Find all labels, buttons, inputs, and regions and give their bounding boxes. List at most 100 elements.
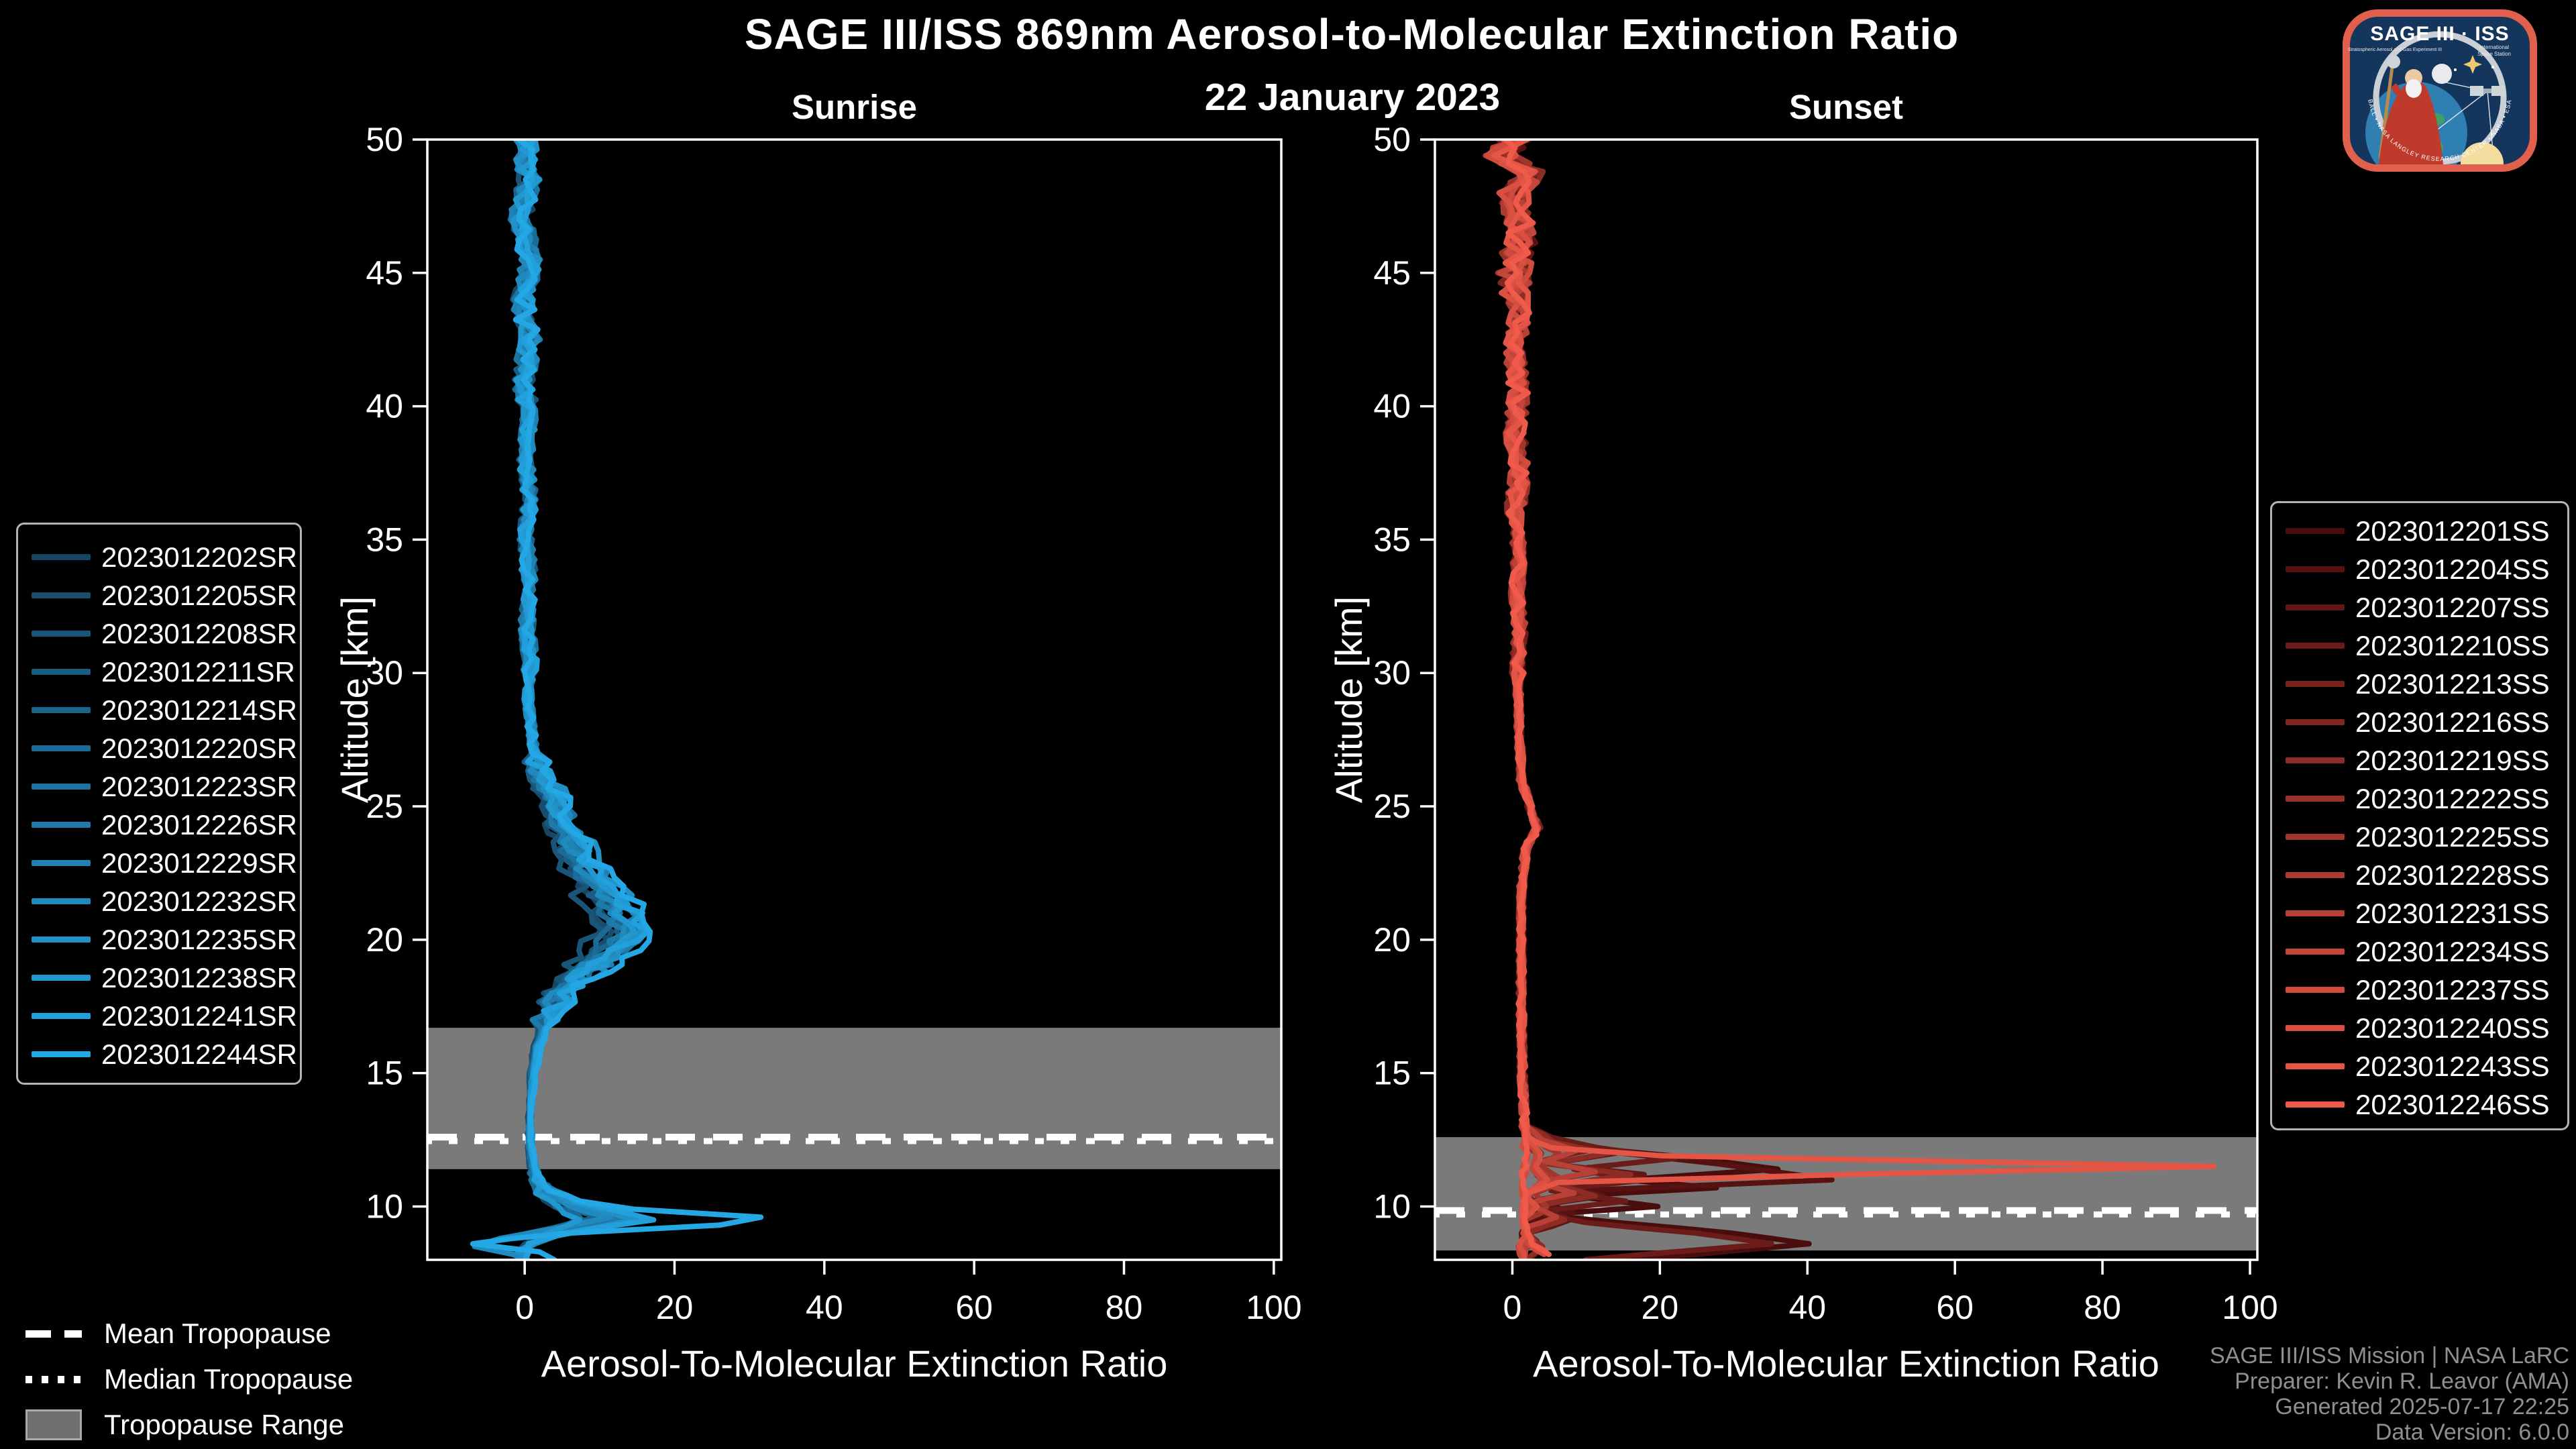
logo-figure-icon [2378,55,2443,164]
legend-line-swatch [2286,604,2345,610]
y-tick-label: 15 [1373,1055,1411,1092]
legend-item-2023012214SR: 2023012214SR [18,691,300,729]
x-tick-label: 80 [2084,1289,2121,1326]
legend-item-2023012229SR: 2023012229SR [18,844,300,882]
legend-label: 2023012246SS [2355,1088,2550,1120]
attribution-line: Preparer: Kevin R. Leavor (AMA) [2235,1368,2569,1394]
legend-label: 2023012219SS [2355,744,2550,776]
legend-line-swatch [2286,834,2345,840]
legend-line-swatch [2286,872,2345,878]
legend-label: 2023012241SR [101,1000,297,1032]
x-tick-label: 0 [515,1289,534,1326]
legend-line-swatch [2286,987,2345,993]
x-tick-label: 60 [1936,1289,1974,1326]
legend-label: Mean Tropopause [104,1318,331,1349]
legend-line-swatch [32,975,91,981]
legend-item-2023012240SS: 2023012240SS [2272,1009,2567,1047]
figure-date: 22 January 2023 [1204,76,1501,119]
legend-label: 2023012208SR [101,617,297,649]
series-line-2023012244SR [470,140,764,1260]
legend-label: 2023012205SR [101,579,297,611]
legend-line-swatch [32,860,91,866]
legend-item-tropopause-range: Tropopause Range [25,1409,344,1441]
legend-item-2023012202SR: 2023012202SR [18,538,300,576]
y-tick-label: 35 [1373,521,1411,558]
y-tick-label: 40 [366,388,403,425]
series-line-2023012210SS [1488,140,1774,1260]
legend-label: 2023012222SS [2355,782,2550,814]
legend-label: 2023012210SS [2355,629,2550,661]
sage-iss-logo: SAGE III · ISS Stratospheric Aerosol and… [2343,9,2537,172]
legend-line-swatch [32,592,91,598]
legend-item-2023012207SS: 2023012207SS [2272,588,2567,627]
tropopause-range-band [427,1028,1281,1169]
legend-item-2023012241SR: 2023012241SR [18,997,300,1035]
legend-line-swatch [32,707,91,713]
logo-subtitle-left: Stratospheric Aerosol and Gas Experiment… [2348,48,2442,52]
legend-line-swatch [32,784,91,790]
legend-line-swatch [32,898,91,904]
y-tick-label: 35 [366,521,403,558]
y-tick-label: 30 [1373,654,1411,692]
median-tropopause-dotted-line-icon [25,1375,82,1383]
y-tick-label: 50 [366,121,403,158]
legend-line-swatch [2286,643,2345,649]
legend-line-swatch [32,669,91,675]
legend-item-2023012219SS: 2023012219SS [2272,741,2567,780]
legend-line-swatch [32,1013,91,1019]
legend-line-swatch [2286,796,2345,802]
legend-label: 2023012216SS [2355,706,2550,738]
legend-item-2023012225SS: 2023012225SS [2272,818,2567,856]
x-tick-label: 100 [2222,1289,2277,1326]
legend-label: 2023012223SR [101,770,297,802]
y-tick-label: 25 [366,788,403,825]
legend-item-2023012238SR: 2023012238SR [18,959,300,997]
x-tick-label: 20 [656,1289,694,1326]
legend-line-swatch [32,1051,91,1057]
legend-item-2023012226SR: 2023012226SR [18,806,300,844]
tropopause-range-band-icon [25,1409,82,1440]
legend-label: 2023012228SS [2355,859,2550,891]
legend-label: Median Tropopause [104,1363,354,1395]
legend-item-2023012243SS: 2023012243SS [2272,1047,2567,1085]
legend-sunset-items: 2023012201SS 2023012204SS 2023012207SS 2023… [2272,512,2567,1124]
legend-item-2023012208SR: 2023012208SR [18,614,300,653]
logo-subtitle-right-1: International [2479,44,2509,50]
y-tick-label: 30 [366,654,403,692]
y-tick-label: 10 [366,1187,403,1225]
legend-label: 2023012214SR [101,694,297,726]
legend-line-swatch [32,631,91,637]
legend-label: 2023012211SR [101,655,295,688]
figure-title: SAGE III/ISS 869nm Aerosol-to-Molecular … [744,10,1960,58]
legend-label: 2023012202SR [101,541,297,573]
legend-sunrise-events: 2023012202SR 2023012205SR 2023012208SR 2023… [16,523,302,1085]
legend-item-2023012232SR: 2023012232SR [18,882,300,920]
legend-label: 2023012235SR [101,923,297,955]
legend-item-2023012213SS: 2023012213SS [2272,665,2567,703]
attribution-line: SAGE III/ISS Mission | NASA LaRC [2209,1343,2569,1368]
legend-item-median-tropopause: Median Tropopause [25,1363,353,1395]
y-tick-label: 40 [1373,388,1411,425]
legend-label: 2023012231SS [2355,897,2550,929]
legend-line-swatch [2286,719,2345,725]
legend-item-2023012235SR: 2023012235SR [18,920,300,959]
legend-line-swatch [2286,1063,2345,1069]
x-tick-label: 20 [1642,1289,1679,1326]
plot-spines [1434,138,2259,1261]
y-tick-label: 15 [366,1055,403,1092]
legend-label: 2023012229SR [101,847,297,879]
x-tick-label: 0 [1503,1289,1522,1326]
x-axis-label-sunrise: Aerosol-To-Molecular Extinction Ratio [541,1342,1168,1385]
legend-label: 2023012243SS [2355,1050,2550,1082]
series-line-2023012201SS [1486,140,1812,1260]
x-tick-label: 60 [955,1289,993,1326]
series-line-2023012246SS [1502,140,1552,1257]
attribution-block: SAGE III/ISS Mission | NASA LaRC Prepare… [2210,1343,2569,1445]
legend-line-swatch [32,822,91,828]
legend-line-swatch [32,936,91,943]
legend-item-2023012216SS: 2023012216SS [2272,703,2567,741]
mean-tropopause-dashed-line-icon [25,1330,82,1338]
legend-label: 2023012220SR [101,732,297,764]
legend-item-2023012231SS: 2023012231SS [2272,894,2567,932]
